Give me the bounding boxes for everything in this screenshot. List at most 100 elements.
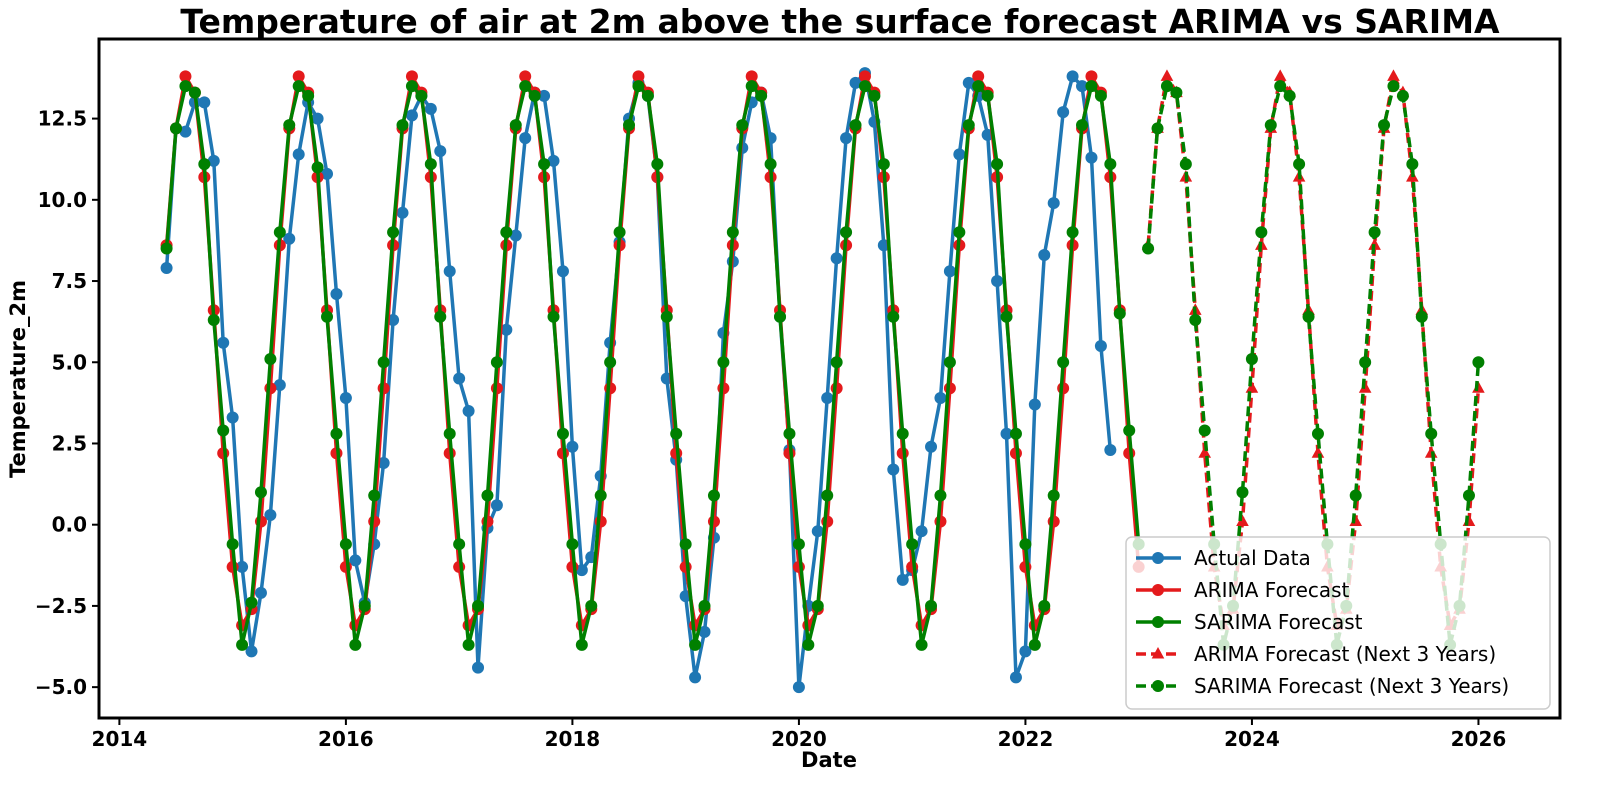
y-axis-label: Temperature_2m	[6, 280, 30, 478]
data-point-sarima-forecast	[1057, 356, 1070, 369]
legend-label-arima-forecast: ARIMA Forecast	[1194, 578, 1350, 602]
data-point-actual-data	[689, 671, 702, 684]
data-point-sarima-forecast-next-3-years	[1378, 119, 1391, 132]
data-point-sarima-forecast	[849, 119, 862, 132]
data-point-sarima-forecast	[1085, 80, 1098, 93]
data-point-sarima-forecast-next-3-years	[1283, 89, 1296, 102]
data-point-sarima-forecast	[358, 599, 371, 612]
data-point-actual-data	[1000, 427, 1013, 440]
data-point-actual-data	[292, 148, 305, 161]
data-point-sarima-forecast	[302, 89, 315, 102]
data-point-actual-data	[330, 288, 343, 301]
data-point-sarima-forecast	[802, 638, 815, 651]
data-point-sarima-forecast	[840, 226, 853, 239]
data-point-actual-data	[1038, 249, 1051, 262]
data-point-sarima-forecast	[585, 599, 598, 612]
data-point-actual-data	[887, 463, 900, 476]
data-point-arima-forecast-next-3-years	[1349, 514, 1363, 526]
legend-marker-actual-data	[1152, 552, 1164, 564]
data-point-actual-data	[198, 96, 211, 109]
data-point-actual-data	[273, 378, 286, 391]
data-point-actual-data	[1076, 80, 1089, 93]
data-point-sarima-forecast	[1113, 307, 1126, 320]
y-tick-label: 2.5	[52, 431, 87, 455]
data-point-actual-data	[236, 560, 249, 573]
axes-layer: 2014 2016 2018 2020 2022 2024 2026 −5.0 −2.5 0.0 2…	[35, 107, 1506, 751]
data-point-actual-data	[321, 167, 334, 180]
data-point-sarima-forecast	[943, 356, 956, 369]
data-point-actual-data	[896, 573, 909, 586]
legend-marker-sarima-forecast	[1152, 616, 1164, 628]
data-point-sarima-forecast	[339, 538, 352, 551]
data-point-actual-data	[840, 132, 853, 145]
data-point-actual-data	[925, 440, 938, 453]
data-point-sarima-forecast	[556, 427, 569, 440]
data-point-sarima-forecast	[311, 161, 324, 174]
data-point-sarima-forecast	[594, 489, 607, 502]
data-point-sarima-forecast	[349, 638, 362, 651]
data-point-sarima-forecast-next-3-years	[1349, 489, 1362, 502]
x-tick-label: 2020	[771, 727, 827, 751]
data-point-sarima-forecast	[1123, 424, 1136, 437]
series-line-sarima-forecast-next-3-years	[1146, 84, 1481, 647]
data-point-arima-forecast-next-3-years	[1160, 69, 1174, 81]
x-tick-label: 2014	[92, 727, 148, 751]
data-point-sarima-forecast-next-3-years	[1198, 424, 1211, 437]
data-point-arima-forecast	[632, 70, 645, 83]
data-point-sarima-forecast	[792, 538, 805, 551]
x-tick-label: 2024	[1224, 727, 1280, 751]
data-point-sarima-forecast	[887, 310, 900, 323]
data-point-actual-data	[311, 112, 324, 125]
data-point-sarima-forecast	[188, 86, 201, 99]
data-point-sarima-forecast	[500, 226, 513, 239]
x-tick-label: 2016	[318, 727, 374, 751]
data-point-actual-data	[283, 232, 296, 245]
data-point-actual-data	[509, 229, 522, 242]
data-point-sarima-forecast	[472, 599, 485, 612]
y-tick-label: 12.5	[38, 107, 87, 131]
data-point-sarima-forecast	[528, 89, 541, 102]
data-point-actual-data	[377, 456, 390, 469]
data-point-sarima-forecast	[934, 489, 947, 502]
data-point-actual-data	[179, 125, 192, 138]
data-point-sarima-forecast	[1009, 427, 1022, 440]
data-point-actual-data	[915, 525, 928, 538]
data-point-sarima-forecast	[623, 119, 636, 132]
data-point-sarima-forecast	[811, 599, 824, 612]
data-point-sarima-forecast	[264, 353, 277, 366]
data-point-sarima-forecast-next-3-years	[1359, 356, 1372, 369]
data-point-actual-data	[519, 132, 532, 145]
data-point-sarima-forecast	[207, 314, 220, 327]
data-point-actual-data	[575, 564, 588, 577]
data-point-arima-forecast	[858, 70, 871, 83]
data-point-actual-data	[792, 681, 805, 694]
data-point-sarima-forecast-next-3-years	[1396, 89, 1409, 102]
data-point-sarima-forecast	[915, 638, 928, 651]
y-tick-label: 5.0	[52, 350, 87, 374]
data-point-sarima-forecast	[613, 226, 626, 239]
data-point-sarima-forecast	[179, 80, 192, 93]
data-point-sarima-forecast-next-3-years	[1160, 80, 1173, 93]
data-point-arima-forecast-next-3-years	[1368, 238, 1381, 250]
data-point-sarima-forecast	[925, 599, 938, 612]
data-point-actual-data	[339, 391, 352, 404]
data-point-sarima-forecast	[1104, 158, 1117, 171]
legend-label-arima-forecast-next-3-years: ARIMA Forecast (Next 3 Years)	[1194, 642, 1496, 666]
data-point-arima-forecast-next-3-years	[1236, 514, 1249, 526]
data-point-sarima-forecast	[566, 538, 579, 551]
data-point-actual-data	[217, 336, 230, 349]
data-point-actual-data	[943, 265, 956, 278]
data-point-actual-data	[462, 404, 475, 417]
data-point-actual-data	[443, 265, 456, 278]
data-point-sarima-forecast	[170, 122, 183, 135]
data-point-sarima-forecast	[972, 80, 985, 93]
data-point-sarima-forecast	[641, 89, 654, 102]
data-point-arima-forecast-next-3-years	[1198, 446, 1212, 458]
data-point-actual-data	[811, 525, 824, 538]
data-point-sarima-forecast	[783, 427, 796, 440]
data-point-actual-data	[1085, 151, 1098, 164]
x-tick-label: 2026	[1451, 727, 1507, 751]
data-point-sarima-forecast	[896, 427, 909, 440]
legend: Actual Data ARIMA Forecast SARIMA Forecast…	[1125, 536, 1551, 710]
data-point-sarima-forecast	[736, 119, 749, 132]
